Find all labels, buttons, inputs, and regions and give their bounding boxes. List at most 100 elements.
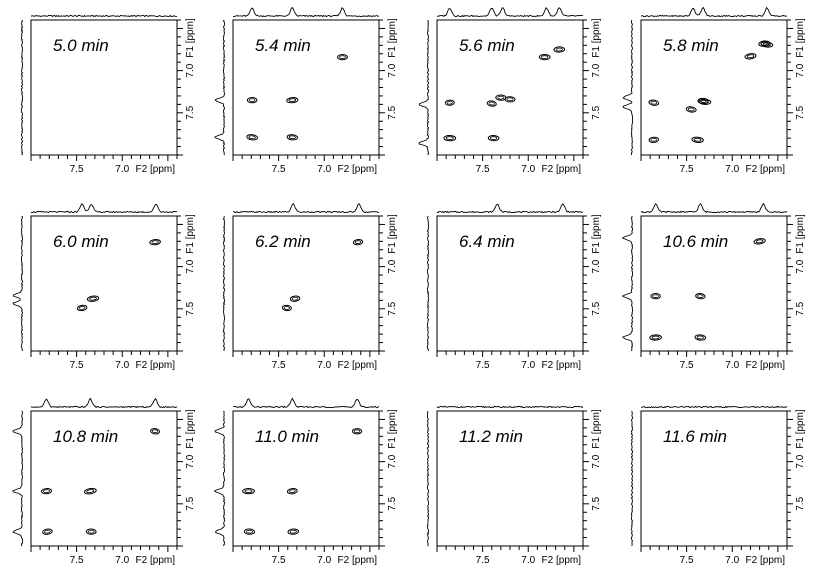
- y-axis-label: F1 [ppm]: [185, 214, 196, 254]
- f1-projection-trace: [622, 19, 634, 155]
- cross-peak: [685, 106, 697, 113]
- time-label: 5.4 min: [255, 36, 311, 55]
- time-label: 5.8 min: [663, 36, 719, 55]
- cross-peak: [42, 528, 53, 535]
- spectrum-panel: 7.5 7.0 F2 [ppm] 7.0 7.5 F1 [ppm] 11.6 min: [630, 405, 806, 566]
- y-tick-label: 7.0: [185, 63, 196, 77]
- x-axis-label: F2 [ppm]: [338, 555, 378, 566]
- x-tick-label: 7.5: [70, 164, 84, 175]
- f1-projection-trace: [426, 215, 430, 351]
- y-tick-label: 7.0: [591, 454, 602, 468]
- y-tick-label: 7.5: [591, 301, 602, 315]
- f2-projection-trace: [232, 397, 380, 409]
- x-tick-label: 7.0: [115, 360, 129, 371]
- x-tick-label: 7.0: [725, 164, 739, 175]
- time-label: 11.2 min: [459, 427, 523, 446]
- cross-peak: [242, 488, 255, 495]
- spectrum-panel: 7.5 7.0 F2 [ppm] 7.0 7.5 F1 [ppm] 10.8 min: [11, 397, 196, 566]
- cross-peak: [149, 239, 161, 246]
- time-label: 11.6 min: [663, 427, 727, 446]
- y-tick-label: 7.5: [185, 105, 196, 119]
- x-axis-label: F2 [ppm]: [542, 164, 582, 175]
- f1-projection-trace: [213, 410, 226, 547]
- y-axis-label: F1 [ppm]: [795, 214, 806, 254]
- time-label: 10.8 min: [53, 427, 118, 446]
- f1-projection-trace: [222, 215, 226, 352]
- spectrum-panel: 7.5 7.0 F2 [ppm] 7.0 7.5 F1 [ppm] 6.0 min: [12, 203, 196, 371]
- cross-peak: [648, 99, 660, 106]
- cross-peak: [691, 136, 704, 143]
- x-tick-label: 7.0: [317, 360, 331, 371]
- cross-peak: [744, 53, 757, 60]
- cross-peak: [150, 428, 161, 435]
- f2-projection-trace: [640, 405, 788, 409]
- time-label: 11.0 min: [255, 427, 319, 446]
- f2-projection-trace: [437, 203, 584, 214]
- y-tick-label: 7.0: [795, 259, 806, 273]
- x-tick-label: 7.5: [70, 555, 84, 566]
- cross-peak: [650, 293, 661, 300]
- x-axis-label: F2 [ppm]: [136, 555, 176, 566]
- y-axis-label: F1 [ppm]: [591, 18, 602, 58]
- f1-projection-trace: [20, 20, 24, 156]
- y-axis-label: F1 [ppm]: [185, 18, 196, 58]
- y-tick-label: 7.0: [387, 63, 398, 77]
- x-tick-label: 7.0: [115, 164, 129, 175]
- y-axis-label: F1 [ppm]: [387, 409, 398, 449]
- y-tick-label: 7.0: [795, 454, 806, 468]
- cross-peak: [83, 487, 97, 495]
- y-tick-label: 7.0: [185, 454, 196, 468]
- cross-peak: [649, 334, 662, 341]
- y-tick-label: 7.5: [795, 496, 806, 510]
- f2-projection-trace: [436, 6, 584, 18]
- x-tick-label: 7.5: [476, 164, 490, 175]
- x-axis-label: F2 [ppm]: [136, 360, 176, 371]
- cross-peak: [337, 54, 348, 61]
- spectrum-panel: 7.5 7.0 F2 [ppm] 7.0 7.5 F1 [ppm] 11.2 min: [426, 405, 602, 566]
- cross-peak: [487, 135, 500, 142]
- y-tick-label: 7.5: [795, 105, 806, 119]
- x-tick-label: 7.0: [725, 360, 739, 371]
- cross-peak: [648, 136, 659, 143]
- f2-projection-trace: [30, 14, 178, 18]
- f1-projection-trace: [418, 19, 430, 156]
- x-axis-label: F2 [ppm]: [746, 164, 786, 175]
- f1-projection-trace: [214, 19, 226, 156]
- cross-peak: [85, 528, 97, 535]
- cross-peak: [753, 238, 766, 245]
- x-tick-label: 7.5: [476, 360, 490, 371]
- x-axis-label: F2 [ppm]: [338, 360, 378, 371]
- spectrum-panel: 7.5 7.0 F2 [ppm] 7.0 7.5 F1 [ppm] 5.8 min: [622, 6, 806, 175]
- time-label: 6.4 min: [459, 232, 515, 251]
- cross-peak: [698, 98, 712, 105]
- cross-peak: [246, 134, 258, 141]
- y-tick-label: 7.0: [795, 63, 806, 77]
- time-label: 6.2 min: [255, 232, 311, 251]
- y-axis-label: F1 [ppm]: [795, 18, 806, 58]
- spectrum-panel: 7.5 7.0 F2 [ppm] 7.0 7.5 F1 [ppm] 6.2 min: [222, 202, 398, 371]
- x-tick-label: 7.5: [680, 360, 694, 371]
- f2-projection-trace: [640, 6, 788, 18]
- y-axis-label: F1 [ppm]: [387, 214, 398, 254]
- cross-peak: [443, 135, 457, 142]
- cross-peak: [289, 295, 301, 302]
- x-axis-label: F2 [ppm]: [136, 164, 176, 175]
- cross-peak: [351, 428, 363, 435]
- f2-projection-trace: [232, 202, 380, 214]
- spectrum-panel: 7.5 7.0 F2 [ppm] 7.0 7.5 F1 [ppm] 5.0 min: [20, 14, 196, 175]
- x-tick-label: 7.0: [521, 164, 535, 175]
- f2-projection-trace: [30, 397, 178, 409]
- y-axis-label: F1 [ppm]: [185, 409, 196, 449]
- f1-projection-trace: [630, 410, 634, 547]
- y-tick-label: 7.5: [387, 105, 398, 119]
- cross-peak: [281, 304, 292, 312]
- x-tick-label: 7.0: [521, 360, 535, 371]
- x-axis-label: F2 [ppm]: [338, 164, 378, 175]
- x-tick-label: 7.5: [680, 164, 694, 175]
- cross-peak: [486, 100, 497, 107]
- y-axis-label: F1 [ppm]: [591, 214, 602, 254]
- x-axis-label: F2 [ppm]: [746, 555, 786, 566]
- cross-peak: [495, 94, 507, 101]
- f1-projection-trace: [426, 410, 430, 547]
- cross-peak: [695, 293, 706, 300]
